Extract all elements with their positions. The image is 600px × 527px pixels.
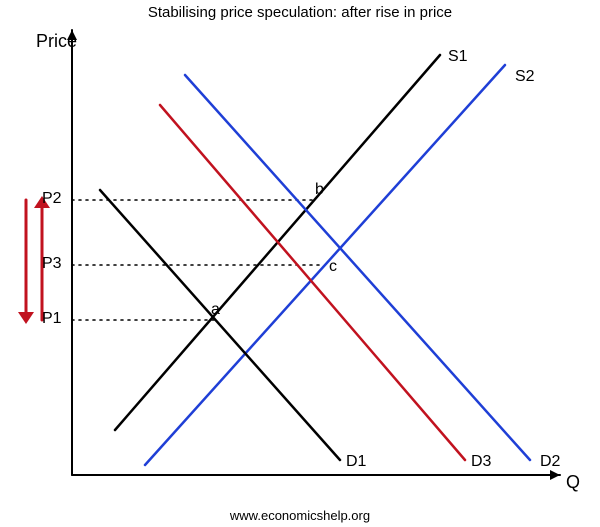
price-label-p1: P1 (42, 311, 62, 327)
curve-label-s2: S2 (515, 69, 535, 85)
x-axis-label: Q (566, 473, 580, 491)
point-label-a: a (211, 302, 220, 318)
point-label-c: c (329, 259, 337, 275)
chart-svg (0, 0, 600, 527)
curve-label-s1: S1 (448, 49, 468, 65)
curve-label-d1: D1 (346, 454, 366, 470)
chart-stage: Stabilising price speculation: after ris… (0, 0, 600, 527)
chart-title: Stabilising price speculation: after ris… (0, 4, 600, 21)
y-axis-label: Price (36, 32, 77, 50)
point-label-b: b (315, 182, 324, 198)
price-label-p2: P2 (42, 191, 62, 207)
curve-label-d2: D2 (540, 454, 560, 470)
curve-label-d3: D3 (471, 454, 491, 470)
price-label-p3: P3 (42, 256, 62, 272)
credit-text: www.economicshelp.org (0, 508, 600, 523)
